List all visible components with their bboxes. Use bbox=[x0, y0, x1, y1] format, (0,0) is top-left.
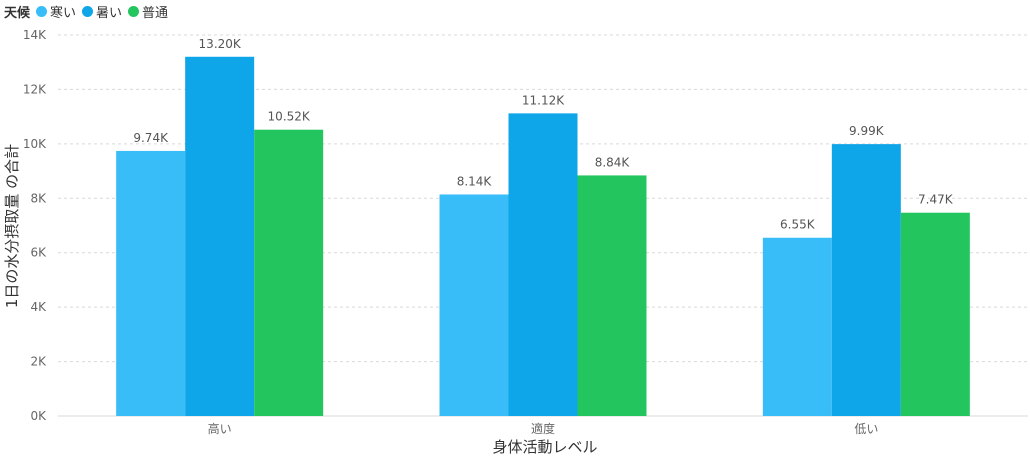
bar-cold[interactable] bbox=[439, 194, 509, 416]
x-axis-label: 身体活動レベル bbox=[492, 438, 597, 456]
legend-item-cold[interactable]: 寒い bbox=[36, 2, 76, 21]
legend-title: 天候 bbox=[4, 5, 31, 21]
data-label: 10.52K bbox=[268, 110, 311, 124]
bar-normal[interactable] bbox=[900, 212, 970, 416]
y-tick-label: 4K bbox=[30, 300, 47, 314]
data-label: 13.20K bbox=[199, 37, 242, 51]
legend-swatch-cold bbox=[36, 5, 48, 17]
data-label: 6.55K bbox=[780, 218, 816, 232]
legend-item-normal[interactable]: 普通 bbox=[128, 2, 168, 21]
bars bbox=[116, 56, 970, 417]
y-tick-label: 8K bbox=[30, 191, 47, 205]
y-axis-ticks: 0K 2K 4K 6K 8K 10K 12K 14K bbox=[23, 28, 47, 423]
y-tick-label: 6K bbox=[30, 246, 47, 260]
x-tick-label: 低い bbox=[854, 422, 878, 436]
bar-normal[interactable] bbox=[254, 129, 324, 416]
y-tick-label: 0K bbox=[30, 409, 47, 423]
bar-cold[interactable] bbox=[116, 150, 186, 416]
y-tick-label: 10K bbox=[23, 137, 47, 151]
data-label: 7.47K bbox=[918, 193, 954, 207]
bar-normal[interactable] bbox=[577, 175, 647, 416]
legend-label-hot: 暑い bbox=[96, 5, 123, 21]
x-axis-ticks: 高い 適度 低い bbox=[208, 421, 879, 436]
data-labels: 9.74K 13.20K 10.52K 8.14K 11.12K 8.84K 6.55K 9.… bbox=[133, 37, 953, 232]
data-label: 8.14K bbox=[457, 174, 493, 188]
bar-hot[interactable] bbox=[508, 113, 578, 417]
data-label: 11.12K bbox=[522, 93, 565, 107]
y-tick-label: 14K bbox=[23, 28, 47, 42]
legend-label-cold: 寒い bbox=[50, 5, 77, 21]
data-label: 8.84K bbox=[595, 155, 631, 169]
bar-cold[interactable] bbox=[762, 237, 832, 416]
data-label: 9.74K bbox=[133, 131, 169, 145]
x-tick-label: 高い bbox=[208, 421, 232, 436]
y-axis-label: 1日の水分摂取量 の合計 bbox=[3, 144, 21, 308]
legend-item-hot[interactable]: 暑い bbox=[82, 2, 122, 21]
data-label: 9.99K bbox=[849, 124, 885, 138]
bar-hot[interactable] bbox=[831, 144, 901, 417]
legend: 天候 寒い 暑い 普通 bbox=[4, 2, 174, 21]
legend-swatch-hot bbox=[82, 5, 94, 17]
y-tick-label: 12K bbox=[23, 82, 47, 96]
legend-swatch-normal bbox=[128, 5, 140, 17]
x-tick-label: 適度 bbox=[531, 421, 555, 436]
legend-label-normal: 普通 bbox=[142, 5, 169, 21]
bar-hot[interactable] bbox=[185, 56, 255, 417]
y-tick-label: 2K bbox=[30, 355, 47, 369]
